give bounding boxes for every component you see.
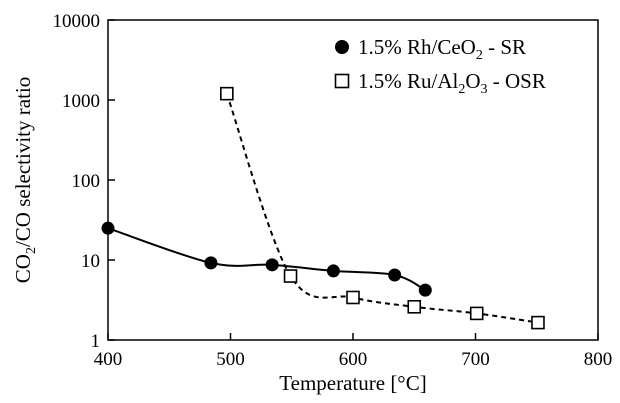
ru-data-point bbox=[407, 300, 422, 314]
series-ru-curve bbox=[225, 93, 539, 324]
legend-label-rh: 1.5% Rh/CeO2 - SR bbox=[358, 35, 526, 63]
rh-data-point bbox=[101, 221, 115, 235]
ru-data-point bbox=[531, 315, 545, 330]
y-axis-title: CO2/CO selectivity ratio bbox=[11, 77, 39, 283]
ru-data-point bbox=[283, 269, 298, 283]
rh-data-point bbox=[388, 268, 402, 282]
ru-data-point bbox=[220, 86, 234, 101]
x-tick-label: 800 bbox=[584, 349, 613, 370]
legend: 1.5% Rh/CeO2 - SR 1.5% Ru/Al2O3 - OSR bbox=[334, 35, 546, 97]
curves-layer bbox=[107, 93, 539, 324]
legend-marker-rh bbox=[335, 40, 349, 54]
y-tick-label: 10 bbox=[81, 251, 100, 272]
ticks-layer: 400 500 600 700 800 1 10 100 1000 10000 bbox=[53, 11, 613, 370]
x-axis-title: Temperature [°C] bbox=[279, 371, 426, 395]
rh-data-point bbox=[265, 258, 279, 272]
rh-data-point bbox=[326, 264, 340, 278]
rh-data-point bbox=[418, 283, 432, 297]
ru-data-point bbox=[469, 306, 484, 321]
markers-layer bbox=[101, 86, 545, 330]
x-tick-label: 500 bbox=[216, 349, 245, 370]
series-rh-curve bbox=[107, 227, 426, 292]
legend-label-ru: 1.5% Ru/Al2O3 - OSR bbox=[358, 69, 546, 97]
ru-data-point bbox=[346, 290, 360, 305]
y-tick-label: 10000 bbox=[53, 11, 101, 32]
rh-data-point bbox=[204, 256, 218, 270]
x-tick-label: 700 bbox=[461, 349, 490, 370]
x-tick-label: 600 bbox=[339, 349, 368, 370]
x-tick-label: 400 bbox=[94, 349, 123, 370]
y-tick-label: 1 bbox=[91, 331, 101, 352]
legend-marker-ru bbox=[334, 73, 350, 89]
y-tick-label: 1000 bbox=[62, 91, 100, 112]
y-tick-label: 100 bbox=[72, 171, 101, 192]
